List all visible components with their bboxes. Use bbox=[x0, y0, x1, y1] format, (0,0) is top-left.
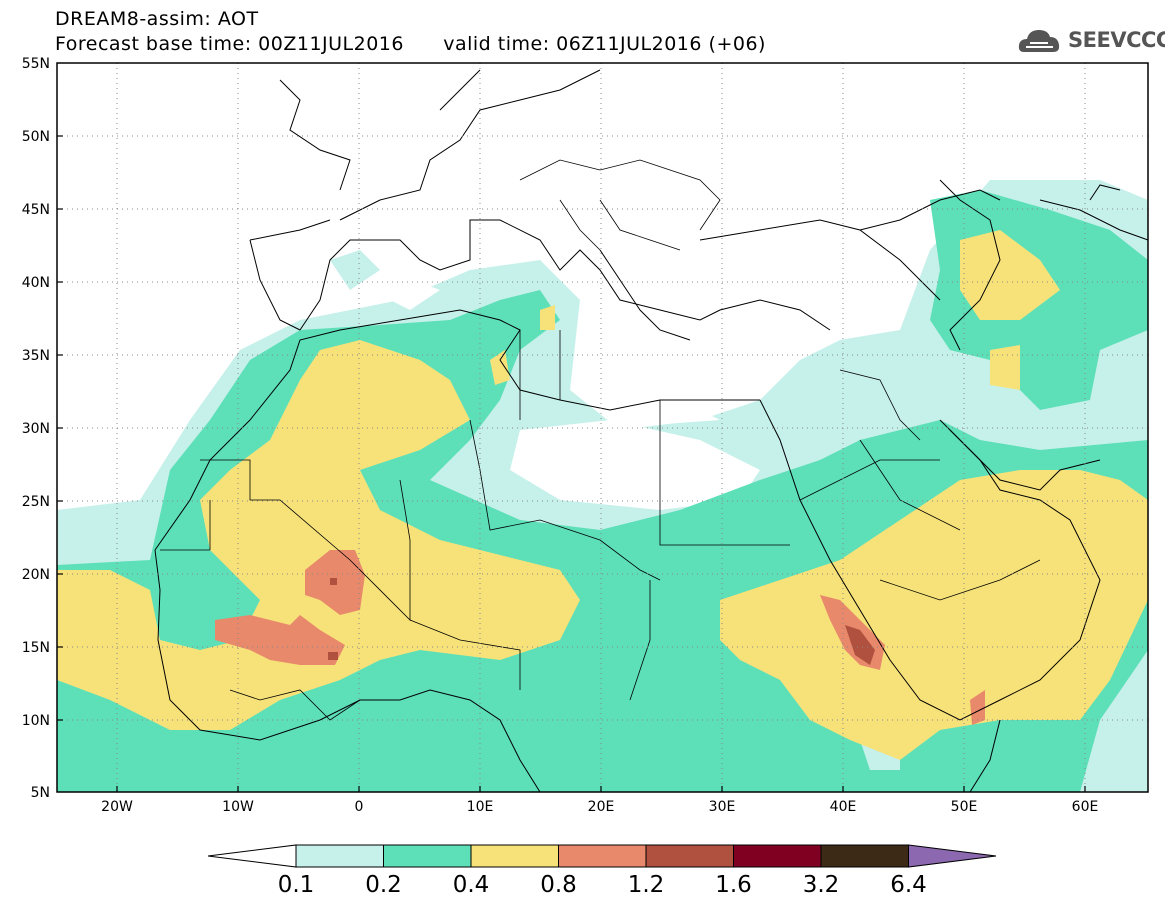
country-borders bbox=[160, 159, 1041, 721]
base-time-label: Forecast base time: bbox=[55, 33, 252, 55]
lat-label-10n: 10N bbox=[22, 713, 50, 729]
longitude-labels: 20W 10W 0 10E 20E 30E 40E 50E 60E bbox=[101, 799, 1098, 815]
lon-label-20w: 20W bbox=[101, 799, 133, 815]
lat-label-25n: 25N bbox=[22, 494, 50, 510]
lat-label-20n: 20N bbox=[22, 567, 50, 583]
lat-label-5n: 5N bbox=[31, 785, 50, 801]
lat-label-30n: 30N bbox=[22, 421, 50, 437]
lon-label-60e: 60E bbox=[1072, 799, 1099, 815]
colorbar-over-arrow bbox=[908, 844, 997, 868]
colorbar-label-3.2: 3.2 bbox=[803, 872, 840, 898]
lon-label-10w: 10W bbox=[222, 799, 254, 815]
colorbar-label-1.6: 1.6 bbox=[715, 872, 752, 898]
aot-level-1.2 bbox=[845, 625, 875, 665]
coastlines bbox=[154, 69, 1148, 792]
colorbar-bin-0.1 bbox=[295, 844, 384, 868]
logo-text: SEEVCCC bbox=[1068, 28, 1165, 52]
lon-label-0: 0 bbox=[355, 799, 364, 815]
axis-ticks bbox=[57, 135, 1086, 792]
latitude-labels: 55N 50N 45N 40N 35N 30N 25N 20N 15N 10N … bbox=[22, 56, 50, 801]
colorbar-bin-0.8 bbox=[558, 844, 647, 868]
valid-time-value: 06Z11JUL2016 bbox=[556, 33, 702, 55]
colorbar-bin-0.2 bbox=[383, 844, 472, 868]
forecast-times: Forecast base time: 00Z11JUL2016 valid t… bbox=[55, 33, 766, 55]
lon-label-20e: 20E bbox=[588, 799, 615, 815]
base-time-value: 00Z11JUL2016 bbox=[258, 33, 404, 55]
lon-label-40e: 40E bbox=[830, 799, 857, 815]
graticule bbox=[57, 63, 1148, 792]
valid-time-label: valid time: bbox=[443, 33, 550, 55]
colorbar-bin-1.6 bbox=[733, 844, 822, 868]
colorbar-label-0.8: 0.8 bbox=[540, 872, 577, 898]
colorbar-label-0.1: 0.1 bbox=[278, 872, 315, 898]
lead-time: (+06) bbox=[708, 33, 766, 55]
lon-label-30e: 30E bbox=[709, 799, 736, 815]
colorbar-bin-0.4 bbox=[470, 844, 559, 868]
lat-label-35n: 35N bbox=[22, 348, 50, 364]
cloud-icon bbox=[1018, 30, 1060, 52]
lon-label-50e: 50E bbox=[951, 799, 978, 815]
lat-label-45n: 45N bbox=[22, 202, 50, 218]
colorbar-under-arrow bbox=[207, 844, 297, 868]
colorbar: 0.1 0.2 0.4 0.8 1.2 1.6 3.2 6.4 bbox=[207, 844, 997, 898]
colorbar-bin-3.2 bbox=[820, 844, 909, 868]
lat-label-50n: 50N bbox=[22, 129, 50, 145]
lat-label-15n: 15N bbox=[22, 640, 50, 656]
colorbar-label-6.4: 6.4 bbox=[890, 872, 927, 898]
lat-label-55n: 55N bbox=[22, 56, 50, 72]
colorbar-label-1.2: 1.2 bbox=[628, 872, 665, 898]
colorbar-bin-1.2 bbox=[645, 844, 734, 868]
aot-level-0.4 bbox=[57, 340, 580, 730]
aot-fill-layer bbox=[57, 180, 1148, 792]
lat-label-40n: 40N bbox=[22, 275, 50, 291]
colorbar-label-0.2: 0.2 bbox=[365, 872, 402, 898]
aot-level-0.1-med bbox=[330, 250, 380, 290]
lon-label-10e: 10E bbox=[467, 799, 494, 815]
colorbar-label-0.4: 0.4 bbox=[453, 872, 490, 898]
aot-level-0.8 bbox=[215, 615, 345, 665]
map-title: DREAM8-assim: AOT bbox=[55, 8, 259, 30]
